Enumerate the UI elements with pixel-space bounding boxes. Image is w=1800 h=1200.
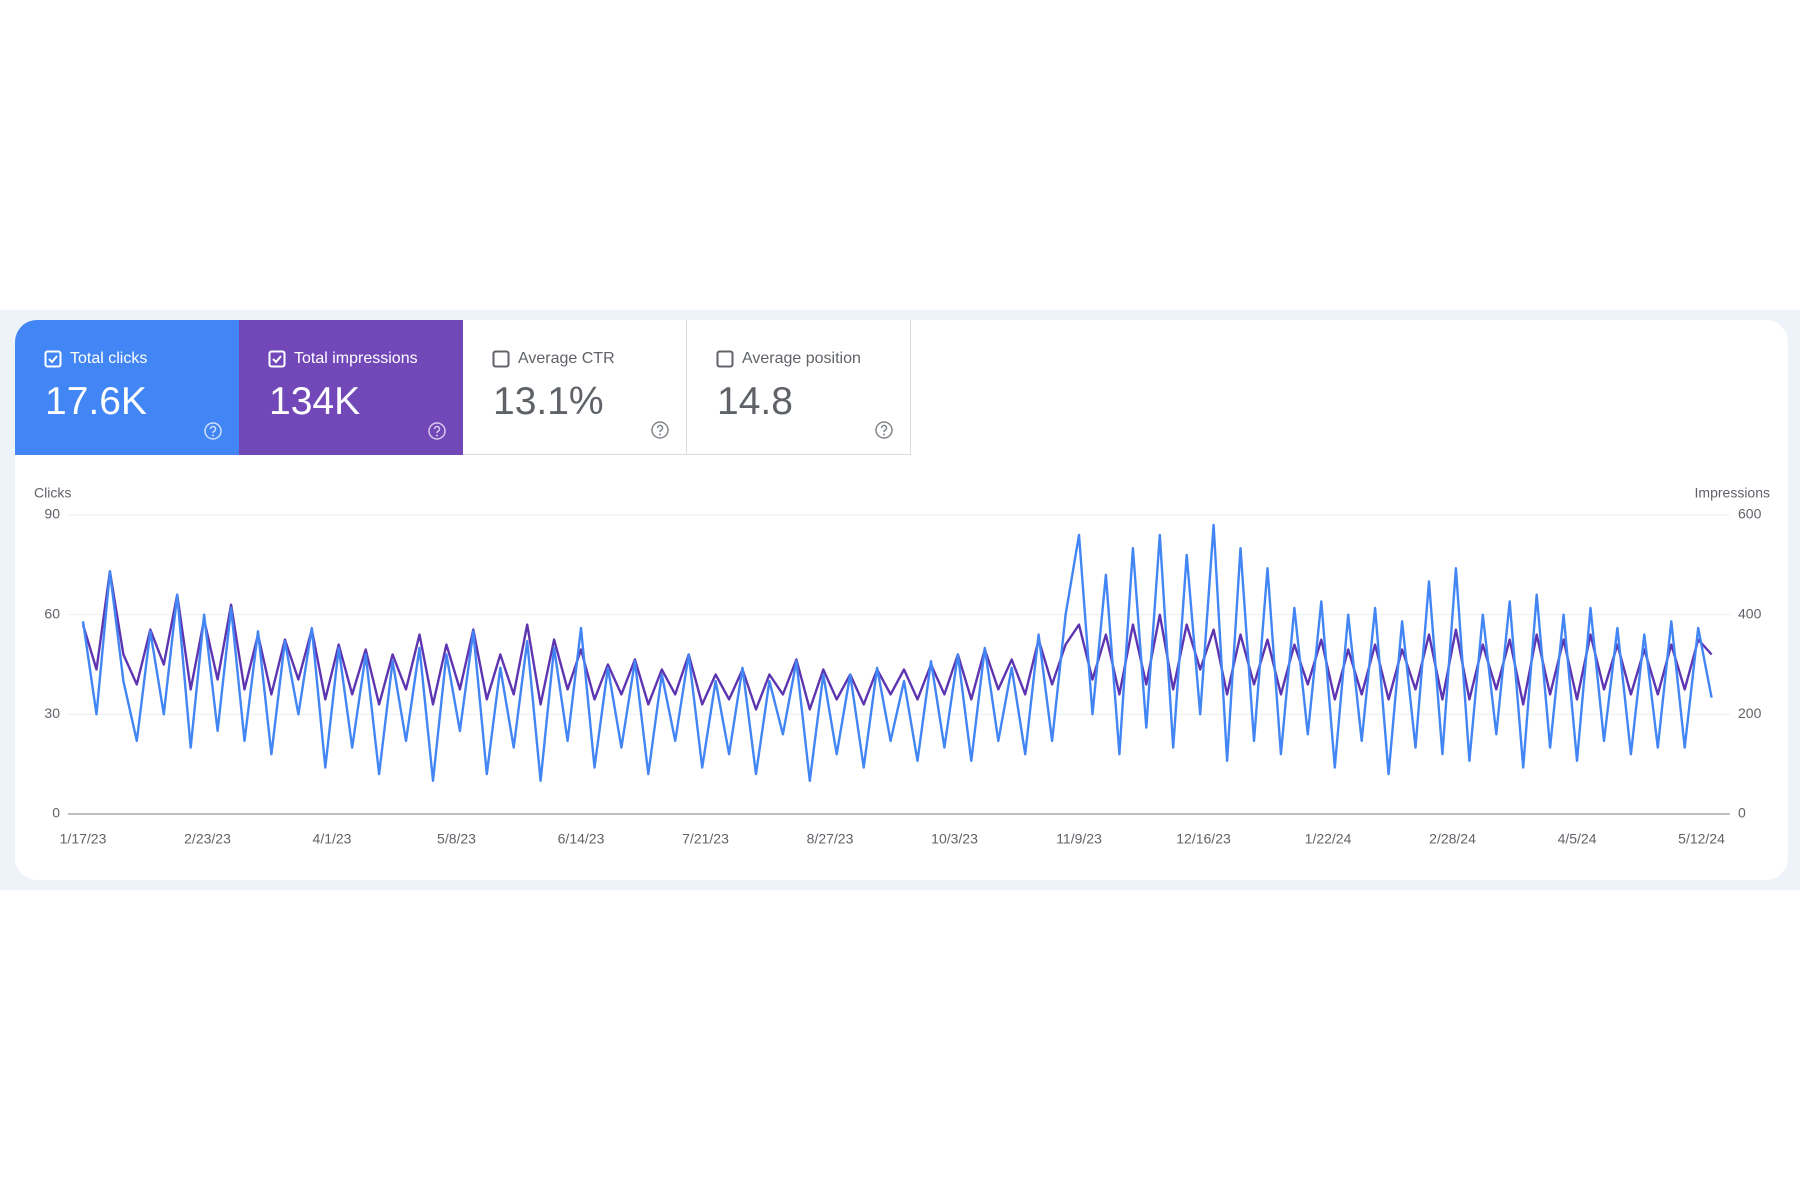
y2-axis-title: Impressions — [1695, 485, 1770, 501]
x-tick-label: 10/3/23 — [931, 831, 978, 847]
y-axis-title: Clicks — [34, 485, 71, 501]
metric-value: 134K — [269, 380, 361, 423]
x-tick-label: 2/28/24 — [1429, 831, 1476, 847]
checkbox[interactable] — [716, 350, 734, 368]
y2-tick-label: 400 — [1738, 605, 1762, 621]
y-tick-label: 60 — [44, 605, 60, 621]
metric-card[interactable]: Total clicks 17.6K — [15, 320, 239, 455]
x-tick-label: 11/9/23 — [1056, 831, 1102, 847]
x-tick-label: 4/5/24 — [1558, 831, 1597, 847]
y-tick-label: 30 — [44, 705, 60, 721]
help-icon[interactable] — [650, 420, 670, 440]
x-tick-label: 4/1/23 — [313, 831, 352, 847]
metric-card[interactable]: Average CTR 13.1% — [463, 320, 687, 455]
checkbox[interactable] — [44, 350, 62, 368]
data-line — [81, 570, 1713, 711]
x-tick-label: 8/27/23 — [807, 831, 854, 847]
metric-label: Average position — [742, 350, 861, 367]
x-tick-label: 1/22/24 — [1305, 831, 1352, 847]
help-icon[interactable] — [203, 421, 223, 441]
metric-label: Total clicks — [70, 350, 148, 367]
checkbox[interactable] — [492, 350, 510, 368]
checkbox[interactable] — [268, 350, 286, 368]
help-icon[interactable] — [427, 421, 447, 441]
data-line — [81, 523, 1713, 782]
x-tick-label: 7/21/23 — [682, 831, 729, 847]
x-tick-label: 5/12/24 — [1678, 831, 1725, 847]
y-tick-label: 90 — [44, 506, 60, 522]
metric-value: 13.1% — [493, 380, 604, 423]
x-tick-label: 5/8/23 — [437, 831, 476, 847]
y-tick-label: 0 — [52, 805, 60, 821]
y2-tick-label: 200 — [1738, 705, 1762, 721]
x-tick-label: 12/16/23 — [1176, 831, 1231, 847]
help-icon[interactable] — [874, 420, 894, 440]
metric-value: 17.6K — [45, 380, 147, 423]
y2-tick-label: 600 — [1738, 506, 1762, 522]
metric-card[interactable]: Average position 14.8 — [687, 320, 911, 455]
performance-panel: Total clicks 17.6K Total impressions 134… — [15, 320, 1788, 880]
metric-card[interactable]: Total impressions 134K — [239, 320, 463, 455]
metric-label: Average CTR — [518, 350, 615, 367]
metric-label: Total impressions — [294, 350, 418, 367]
metric-value: 14.8 — [717, 380, 793, 423]
x-tick-label: 2/23/23 — [184, 831, 231, 847]
x-tick-label: 1/17/23 — [60, 831, 107, 847]
y2-tick-label: 0 — [1738, 805, 1746, 821]
x-tick-label: 6/14/23 — [558, 831, 605, 847]
